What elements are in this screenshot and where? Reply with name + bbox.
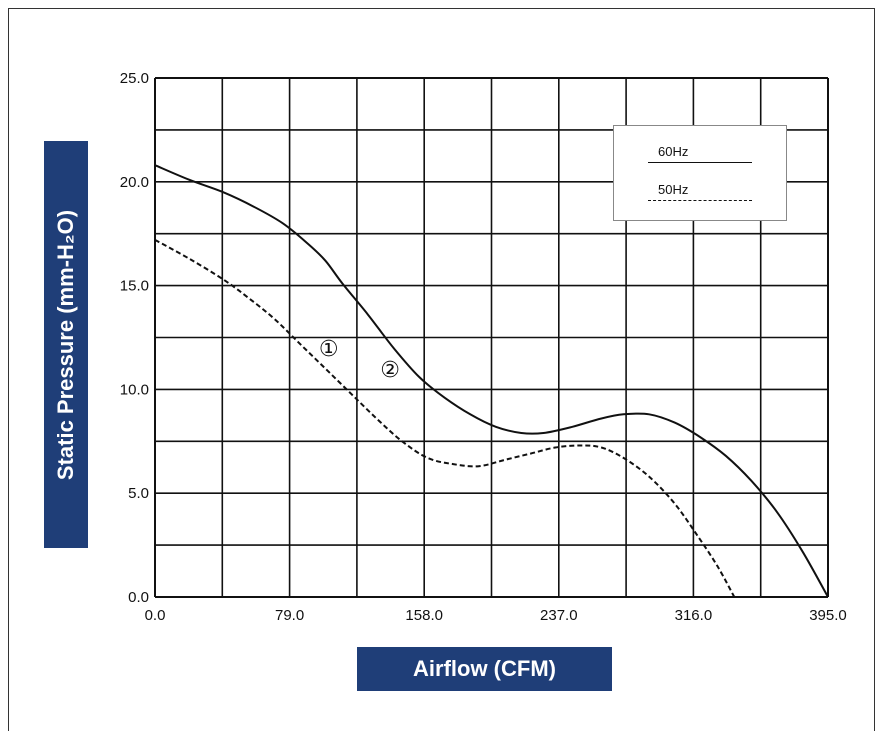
- x-tick-label: 79.0: [275, 607, 304, 624]
- x-axis-label: Airflow (CFM): [357, 647, 612, 691]
- annotation-50hz: ①: [319, 337, 339, 362]
- y-tick-label: 15.0: [120, 278, 149, 295]
- chart-frame: [8, 8, 875, 731]
- series-line-60hz: [154, 164, 829, 598]
- x-tick-label: 395.0: [809, 607, 847, 624]
- tick-labels: 0.0 79.0 158.0 237.0 316.0 395.0 0.0 5.0 10.0 15.…: [120, 70, 847, 624]
- curves: [154, 164, 829, 598]
- x-tick-label: 0.0: [145, 607, 166, 624]
- y-axis-label: Static Pressure (mm-H₂O): [44, 141, 88, 548]
- curve-annotations: ②①: [319, 337, 400, 383]
- legend: 60Hz 50Hz: [613, 125, 787, 221]
- legend-line-60hz: [648, 162, 752, 163]
- annotation-60hz: ②: [380, 358, 400, 383]
- y-tick-label: 5.0: [128, 485, 149, 502]
- x-tick-label: 316.0: [675, 607, 713, 624]
- y-tick-label: 25.0: [120, 70, 149, 87]
- x-tick-label: 237.0: [540, 607, 578, 624]
- y-tick-label: 20.0: [120, 174, 149, 191]
- y-tick-label: 0.0: [128, 589, 149, 606]
- x-tick-label: 158.0: [405, 607, 443, 624]
- series-line-50hz: [154, 239, 736, 598]
- legend-line-50hz: [648, 200, 752, 201]
- legend-label-60hz: 60Hz: [658, 144, 689, 159]
- legend-label-50hz: 50Hz: [658, 182, 689, 197]
- y-tick-label: 10.0: [120, 381, 149, 398]
